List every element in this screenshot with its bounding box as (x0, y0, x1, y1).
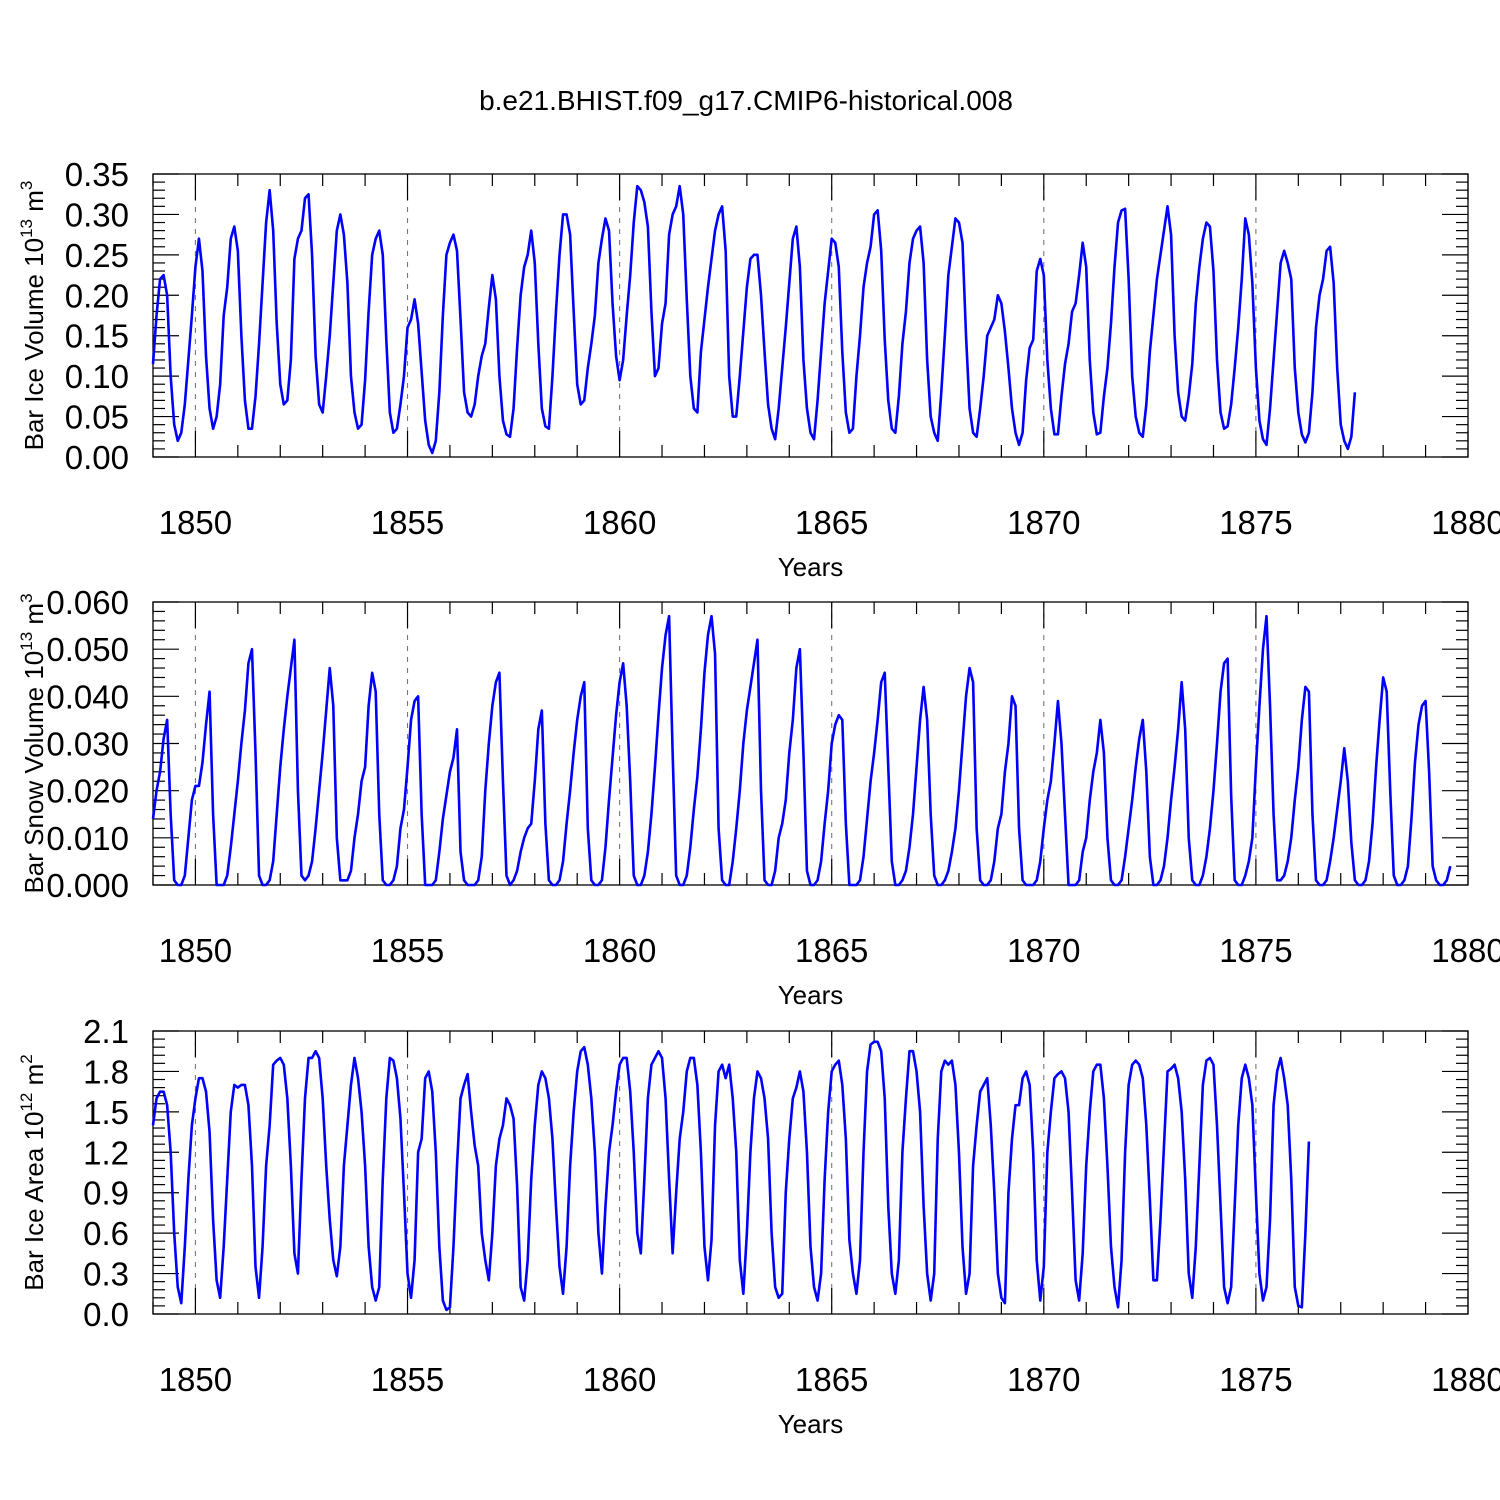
x-tick-label: 1880 (1431, 1361, 1500, 1398)
chart-panel-2: 0.000 0.010 0.020 0.030 0.040 0.050 0.060 1850 1… (17, 584, 1500, 1010)
y-tick-label: 0.010 (46, 820, 129, 857)
y-axis-label: Bar Snow Volume 1013 m3 (17, 593, 49, 893)
x-tick-label: 1870 (1007, 504, 1080, 541)
y-tick-label: 1.5 (83, 1094, 129, 1131)
y-tick-label: 2.1 (83, 1013, 129, 1050)
x-tick-label: 1875 (1219, 932, 1292, 969)
x-tick-label: 1865 (795, 932, 868, 969)
y-tick-label: 0.9 (83, 1175, 129, 1212)
series-line-1 (151, 1040, 1311, 1312)
x-tick-label: 1870 (1007, 1361, 1080, 1398)
y-tick-label: 1.8 (83, 1053, 129, 1090)
y-tick-label: 0.35 (65, 156, 129, 193)
y-tick-label: 0.20 (65, 277, 129, 314)
x-tick-label: 1850 (159, 504, 232, 541)
x-tick-label: 1850 (159, 1361, 232, 1398)
plot-frame (152, 173, 1469, 458)
y-tick-label: 0.30 (65, 196, 129, 233)
series-line-1 (151, 184, 1357, 455)
y-tick-label: 0.020 (46, 773, 129, 810)
x-tick-label: 1865 (795, 504, 868, 541)
x-axis-label: Years (778, 552, 844, 582)
y-tick-label: 0.030 (46, 726, 129, 763)
x-tick-label: 1860 (583, 1361, 656, 1398)
x-tick-label: 1855 (371, 932, 444, 969)
x-tick-label: 1855 (371, 1361, 444, 1398)
y-tick-label: 0.3 (83, 1256, 129, 1293)
x-tick-label: 1860 (583, 932, 656, 969)
y-tick-label: 0.10 (65, 358, 129, 395)
chart-panel-1: 0.000.05 0.100.15 0.200.25 0.300.35 1850 1855… (17, 156, 1500, 582)
y-tick-label: 0.050 (46, 631, 129, 668)
y-tick-label: 0.040 (46, 678, 129, 715)
y-tick-label: 0.060 (46, 584, 129, 621)
x-axis-label: Years (778, 1409, 844, 1439)
y-axis-label: Bar Ice Volume 1013 m3 (17, 181, 49, 451)
x-tick-label: 1855 (371, 504, 444, 541)
y-tick-label: 0.25 (65, 237, 129, 274)
y-tick-label: 1.2 (83, 1134, 129, 1171)
plot-frame (152, 1030, 1469, 1315)
panels-group: 0.000.05 0.100.15 0.200.25 0.300.35 1850 1855… (17, 156, 1500, 1439)
y-tick-label: 0.15 (65, 318, 129, 355)
x-tick-label: 1880 (1431, 932, 1500, 969)
y-tick-label: 0.00 (65, 439, 129, 476)
figure-title: b.e21.BHIST.f09_g17.CMIP6-historical.008 (479, 85, 1013, 116)
x-tick-label: 1875 (1219, 504, 1292, 541)
y-tick-label: 0.05 (65, 399, 129, 436)
x-tick-label: 1860 (583, 504, 656, 541)
x-tick-label: 1850 (159, 932, 232, 969)
x-tick-label: 1865 (795, 1361, 868, 1398)
x-axis-label: Years (778, 980, 844, 1010)
y-tick-label: 0.0 (83, 1296, 129, 1333)
chart-panel-3: 0.00.3 0.60.9 1.21.5 1.82.1 1850 1855 1860 1865… (17, 1013, 1500, 1439)
y-tick-label: 0.000 (46, 867, 129, 904)
y-axis-label: Bar Ice Area 1012 m2 (17, 1054, 49, 1291)
series-line-1 (151, 614, 1452, 887)
x-tick-label: 1870 (1007, 932, 1080, 969)
x-tick-label: 1875 (1219, 1361, 1292, 1398)
x-tick-label: 1880 (1431, 504, 1500, 541)
y-tick-label: 0.6 (83, 1215, 129, 1252)
